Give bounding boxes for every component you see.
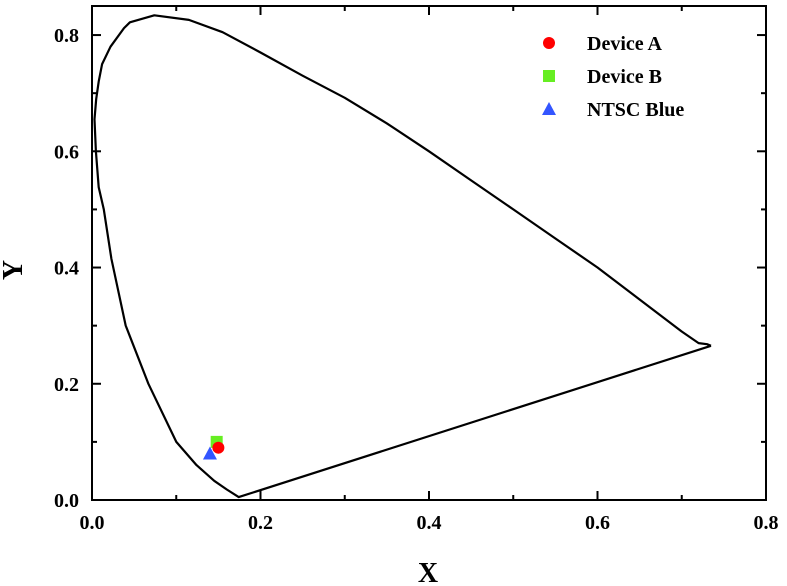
legend-marker-device-a bbox=[543, 37, 555, 49]
spectral-locus-line bbox=[93, 14, 712, 499]
legend-label: Device B bbox=[587, 66, 662, 88]
legend-marker-ntsc-blue bbox=[542, 102, 556, 115]
x-tick-label: 0.0 bbox=[80, 512, 105, 534]
x-tick-label: 0.4 bbox=[417, 512, 442, 534]
legend-label: NTSC Blue bbox=[587, 99, 684, 121]
y-tick-label: 0.2 bbox=[54, 374, 79, 396]
y-tick-label: 0.6 bbox=[54, 141, 79, 163]
y-tick-label: 0.0 bbox=[54, 490, 79, 512]
data-point-device-a bbox=[212, 441, 225, 454]
x-tick-label: 0.2 bbox=[248, 512, 273, 534]
legend-label: Device A bbox=[587, 33, 663, 55]
legend-marker-device-b bbox=[543, 70, 555, 82]
data-point-ntsc-blue bbox=[202, 446, 217, 460]
y-tick-label: 0.4 bbox=[54, 258, 79, 280]
x-axis-title: X bbox=[418, 558, 438, 586]
y-tick-label: 0.8 bbox=[54, 25, 79, 47]
y-axis-title: Y bbox=[0, 260, 29, 280]
x-tick-label: 0.6 bbox=[585, 512, 610, 534]
x-tick-label: 0.8 bbox=[754, 512, 779, 534]
plot-frame bbox=[91, 5, 767, 501]
